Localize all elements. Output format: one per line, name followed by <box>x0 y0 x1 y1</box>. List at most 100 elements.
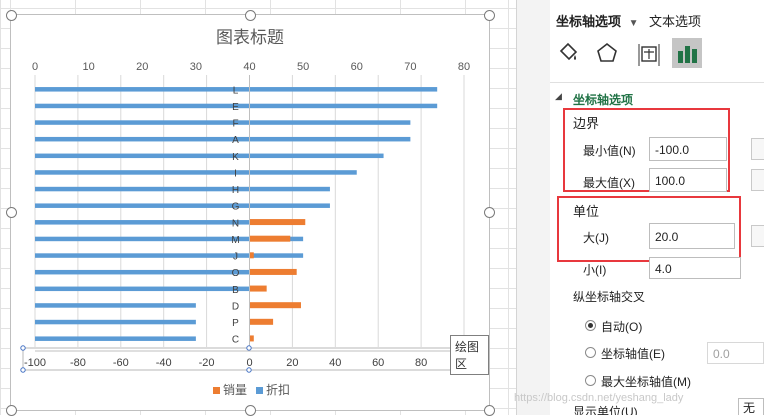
max-label: 最大值(X) <box>583 176 635 190</box>
min-label: 最小值(N) <box>583 144 636 158</box>
top-axis-tick-label: 50 <box>297 61 309 73</box>
radio-axis-value-label[interactable]: 坐标轴值(E) <box>601 347 665 361</box>
format-axis-panel: 坐标轴选项 ▼ 文本选项 ◢ 坐标轴选项 边界 最小值(N) -100.0 最大… <box>550 0 764 415</box>
size-properties-icon[interactable] <box>634 38 664 68</box>
bar-series-sales <box>249 285 267 292</box>
bar-series-discount <box>35 170 357 175</box>
top-axis-tick-label: 70 <box>404 61 416 73</box>
axis-selection-handle[interactable] <box>20 367 26 373</box>
major-unit-field[interactable]: 20.0 <box>649 223 735 249</box>
minor-label: 小(I) <box>583 263 607 277</box>
top-axis-tick-label: 30 <box>190 61 202 73</box>
resize-handle[interactable] <box>6 405 17 416</box>
fill-line-icon[interactable] <box>553 38 583 68</box>
major-reset-button[interactable] <box>751 225 764 247</box>
watermark: https://blog.csdn.net/yeshang_lady <box>514 392 684 404</box>
panel-splitter <box>516 0 551 415</box>
bar-series-discount <box>35 303 196 308</box>
category-label: F <box>232 119 238 130</box>
top-axis-tick-label: 10 <box>83 61 95 73</box>
minor-unit-field[interactable]: 4.0 <box>649 257 741 279</box>
section-title[interactable]: 坐标轴选项 <box>573 93 634 107</box>
bar-series-discount <box>35 186 330 192</box>
bar-series-discount <box>35 286 250 292</box>
category-label: E <box>232 102 239 113</box>
plot-area-tooltip: 绘图区 <box>450 335 489 375</box>
bar-series-discount <box>35 136 411 142</box>
top-axis-tick-label: 20 <box>136 61 148 73</box>
bounds-highlight-box <box>563 108 730 192</box>
radio-max-label[interactable]: 最大坐标轴值(M) <box>601 375 691 389</box>
resize-handle[interactable] <box>484 405 495 416</box>
category-label: H <box>232 185 239 196</box>
bottom-axis-tick-label: -100 <box>24 357 46 369</box>
category-label: G <box>232 202 240 213</box>
bar-series-discount <box>35 319 196 325</box>
bar-series-discount <box>35 153 384 159</box>
tab-text-options[interactable]: 文本选项 <box>649 14 702 29</box>
axis-options-chart-icon[interactable] <box>672 38 702 68</box>
legend-swatch <box>256 387 263 394</box>
max-bound-field[interactable]: 100.0 <box>649 168 727 192</box>
bottom-axis-tick-label: -40 <box>156 357 172 369</box>
chart-area[interactable]: 图表标题 0 10 20 30 40 50 60 70 80 L E F A K I H G N M J O B D P C -10… <box>6 10 495 416</box>
legend-swatch <box>213 387 220 394</box>
bar-series-sales <box>249 252 254 259</box>
cross-label: 纵坐标轴交叉 <box>573 290 646 304</box>
resize-handle[interactable] <box>484 207 495 218</box>
bar-series-discount <box>35 203 330 208</box>
sheet-gridline <box>0 0 1 415</box>
chevron-down-icon[interactable]: ▼ <box>628 18 639 29</box>
category-label: M <box>231 235 239 246</box>
sheet-gridline <box>0 8 516 9</box>
top-axis-tick-label: 80 <box>458 61 470 73</box>
bottom-axis-tick-label: -80 <box>70 357 86 369</box>
collapse-triangle-icon[interactable]: ◢ <box>555 91 562 101</box>
divider <box>550 82 764 83</box>
legend-entry: 销量 <box>223 383 247 397</box>
bar-series-discount <box>35 120 411 125</box>
radio-axis-value[interactable] <box>585 347 596 358</box>
bounds-heading: 边界 <box>573 116 600 131</box>
axis-selection-handle[interactable] <box>20 345 26 351</box>
effects-pentagon-icon[interactable] <box>592 38 622 68</box>
bottom-axis-tick-label: 40 <box>329 357 341 369</box>
display-units-select[interactable]: 无 <box>738 398 764 415</box>
major-label: 大(J) <box>583 231 609 245</box>
display-units-label: 显示单位(U) <box>573 405 638 415</box>
axis-selection-handle[interactable] <box>246 367 252 373</box>
resize-handle[interactable] <box>484 10 495 21</box>
bar-series-sales <box>249 235 291 242</box>
bar-series-sales <box>249 335 254 342</box>
category-label: I <box>234 168 237 179</box>
bottom-axis-tick-label: 80 <box>415 357 427 369</box>
tab-axis-options[interactable]: 坐标轴选项 ▼ <box>556 11 639 30</box>
category-label: B <box>232 285 239 296</box>
axis-selection-handle[interactable] <box>246 345 252 351</box>
axis-value-field[interactable]: 0.0 <box>707 342 764 364</box>
category-label: J <box>233 252 238 263</box>
resize-handle[interactable] <box>6 10 17 21</box>
top-axis-tick-label: 60 <box>351 61 363 73</box>
radio-auto[interactable] <box>585 320 596 331</box>
min-reset-button[interactable] <box>751 138 764 160</box>
max-reset-button[interactable] <box>751 169 764 191</box>
category-label: N <box>232 218 239 229</box>
bar-series-discount <box>35 220 304 225</box>
resize-handle[interactable] <box>245 10 256 21</box>
category-label: P <box>232 318 239 329</box>
resize-handle[interactable] <box>6 207 17 218</box>
chart-title: 图表标题 <box>216 28 284 47</box>
category-label: L <box>233 85 239 96</box>
min-bound-field[interactable]: -100.0 <box>649 137 727 161</box>
radio-max-axis-value[interactable] <box>585 375 596 386</box>
radio-auto-label[interactable]: 自动(O) <box>601 320 643 334</box>
category-label: O <box>232 268 240 279</box>
category-label: A <box>232 135 239 146</box>
bar-series-sales <box>249 302 301 309</box>
resize-handle[interactable] <box>245 405 256 416</box>
bar-series-discount <box>35 87 438 92</box>
bar-series-sales <box>249 268 297 275</box>
tab-axis-options-label: 坐标轴选项 <box>556 14 622 29</box>
